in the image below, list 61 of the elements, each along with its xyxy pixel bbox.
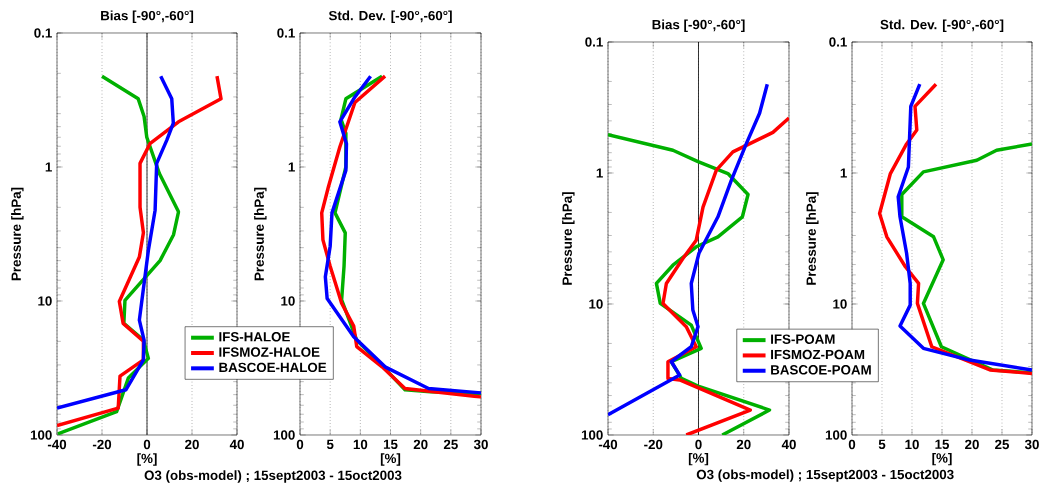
x-tick-label: 20 — [413, 439, 428, 450]
y-tick-label: 100 — [30, 430, 52, 440]
x-axis-title: [%] — [137, 453, 157, 466]
x-tick-label: -20 — [92, 439, 112, 450]
x-tick-label: 0 — [848, 439, 856, 450]
y-tick-label: 1 — [288, 162, 295, 172]
text: O3 (obs-model) ; 15sept2003 - 15oct2003 — [696, 469, 954, 482]
y-tick-label: 0.1 — [829, 37, 847, 47]
y-tick-label: 1 — [840, 168, 847, 178]
y-tick-label: 100 — [273, 430, 295, 440]
y-tick-label: 1 — [596, 168, 603, 178]
x-tick-label: 0 — [296, 439, 304, 450]
line-series — [608, 82, 770, 417]
x-tick-label: 5 — [878, 439, 886, 449]
x-tick-label: 5 — [326, 439, 334, 449]
x-tick-label: 40 — [229, 439, 244, 450]
y-tick-label: 10 — [589, 299, 603, 309]
y-axis-title: Pressure [hPa] — [806, 192, 819, 285]
chart-title: Bias [-90°,-60°] — [652, 19, 745, 32]
x-tick-label: -40 — [47, 439, 67, 450]
x-tick-label: 0 — [143, 439, 151, 450]
legend-label: IFSMOZ-HALOE — [219, 347, 320, 357]
x-axis-title: [%] — [932, 452, 952, 466]
x-tick-label: 10 — [905, 439, 919, 450]
y-axis-title: Pressure [hPa] — [562, 192, 575, 285]
x-tick-label: 15 — [383, 439, 398, 449]
y-tick-label: 10 — [281, 296, 295, 306]
y-axis-title: Pressure [hPa] — [254, 187, 267, 281]
x-axis-title: [%] — [380, 453, 401, 466]
y-tick-label: 100 — [825, 430, 847, 440]
chart-title: Std. Dev. [-90°,-60°] — [880, 19, 1004, 32]
legend-label: BASCOE-HALOE — [219, 362, 327, 373]
x-tick-label: 0 — [695, 439, 702, 450]
x-tick-label: 25 — [995, 439, 1010, 450]
legend-label: IFS-POAM — [771, 334, 835, 344]
x-tick-label: -20 — [644, 439, 663, 450]
chart-title: Bias [-90°,-60°] — [101, 10, 194, 23]
legend-label: IFSMOZ-POAM — [771, 349, 865, 360]
chart-title: Std. Dev. [-90°,-60°] — [328, 10, 452, 23]
x-tick-label: 40 — [781, 439, 796, 450]
x-tick-label: 30 — [1024, 439, 1039, 450]
x-tick-label: 20 — [736, 439, 751, 450]
text: O3 (obs-model) ; 15sept2003 - 15oct2003 — [144, 470, 402, 483]
y-tick-label: 100 — [581, 430, 603, 440]
x-tick-label: 15 — [935, 439, 950, 449]
x-tick-label: 10 — [353, 439, 368, 450]
x-axis-title: [%] — [688, 452, 709, 466]
y-tick-label: 0.1 — [585, 37, 603, 47]
x-tick-label: 20 — [185, 439, 199, 450]
y-tick-label: 1 — [45, 162, 52, 172]
x-tick-label: 30 — [473, 439, 488, 450]
legend-label: BASCOE-POAM — [771, 365, 871, 375]
x-tick-label: 20 — [965, 439, 979, 450]
y-tick-label: 0.1 — [277, 28, 295, 38]
y-tick-label: 0.1 — [34, 28, 52, 38]
x-tick-label: -40 — [598, 439, 618, 450]
y-tick-label: 10 — [38, 296, 52, 306]
legend-label: IFS-HALOE — [219, 332, 290, 342]
x-tick-label: 25 — [443, 439, 458, 450]
y-tick-label: 10 — [833, 299, 847, 309]
y-axis-title: Pressure [hPa] — [11, 187, 24, 281]
